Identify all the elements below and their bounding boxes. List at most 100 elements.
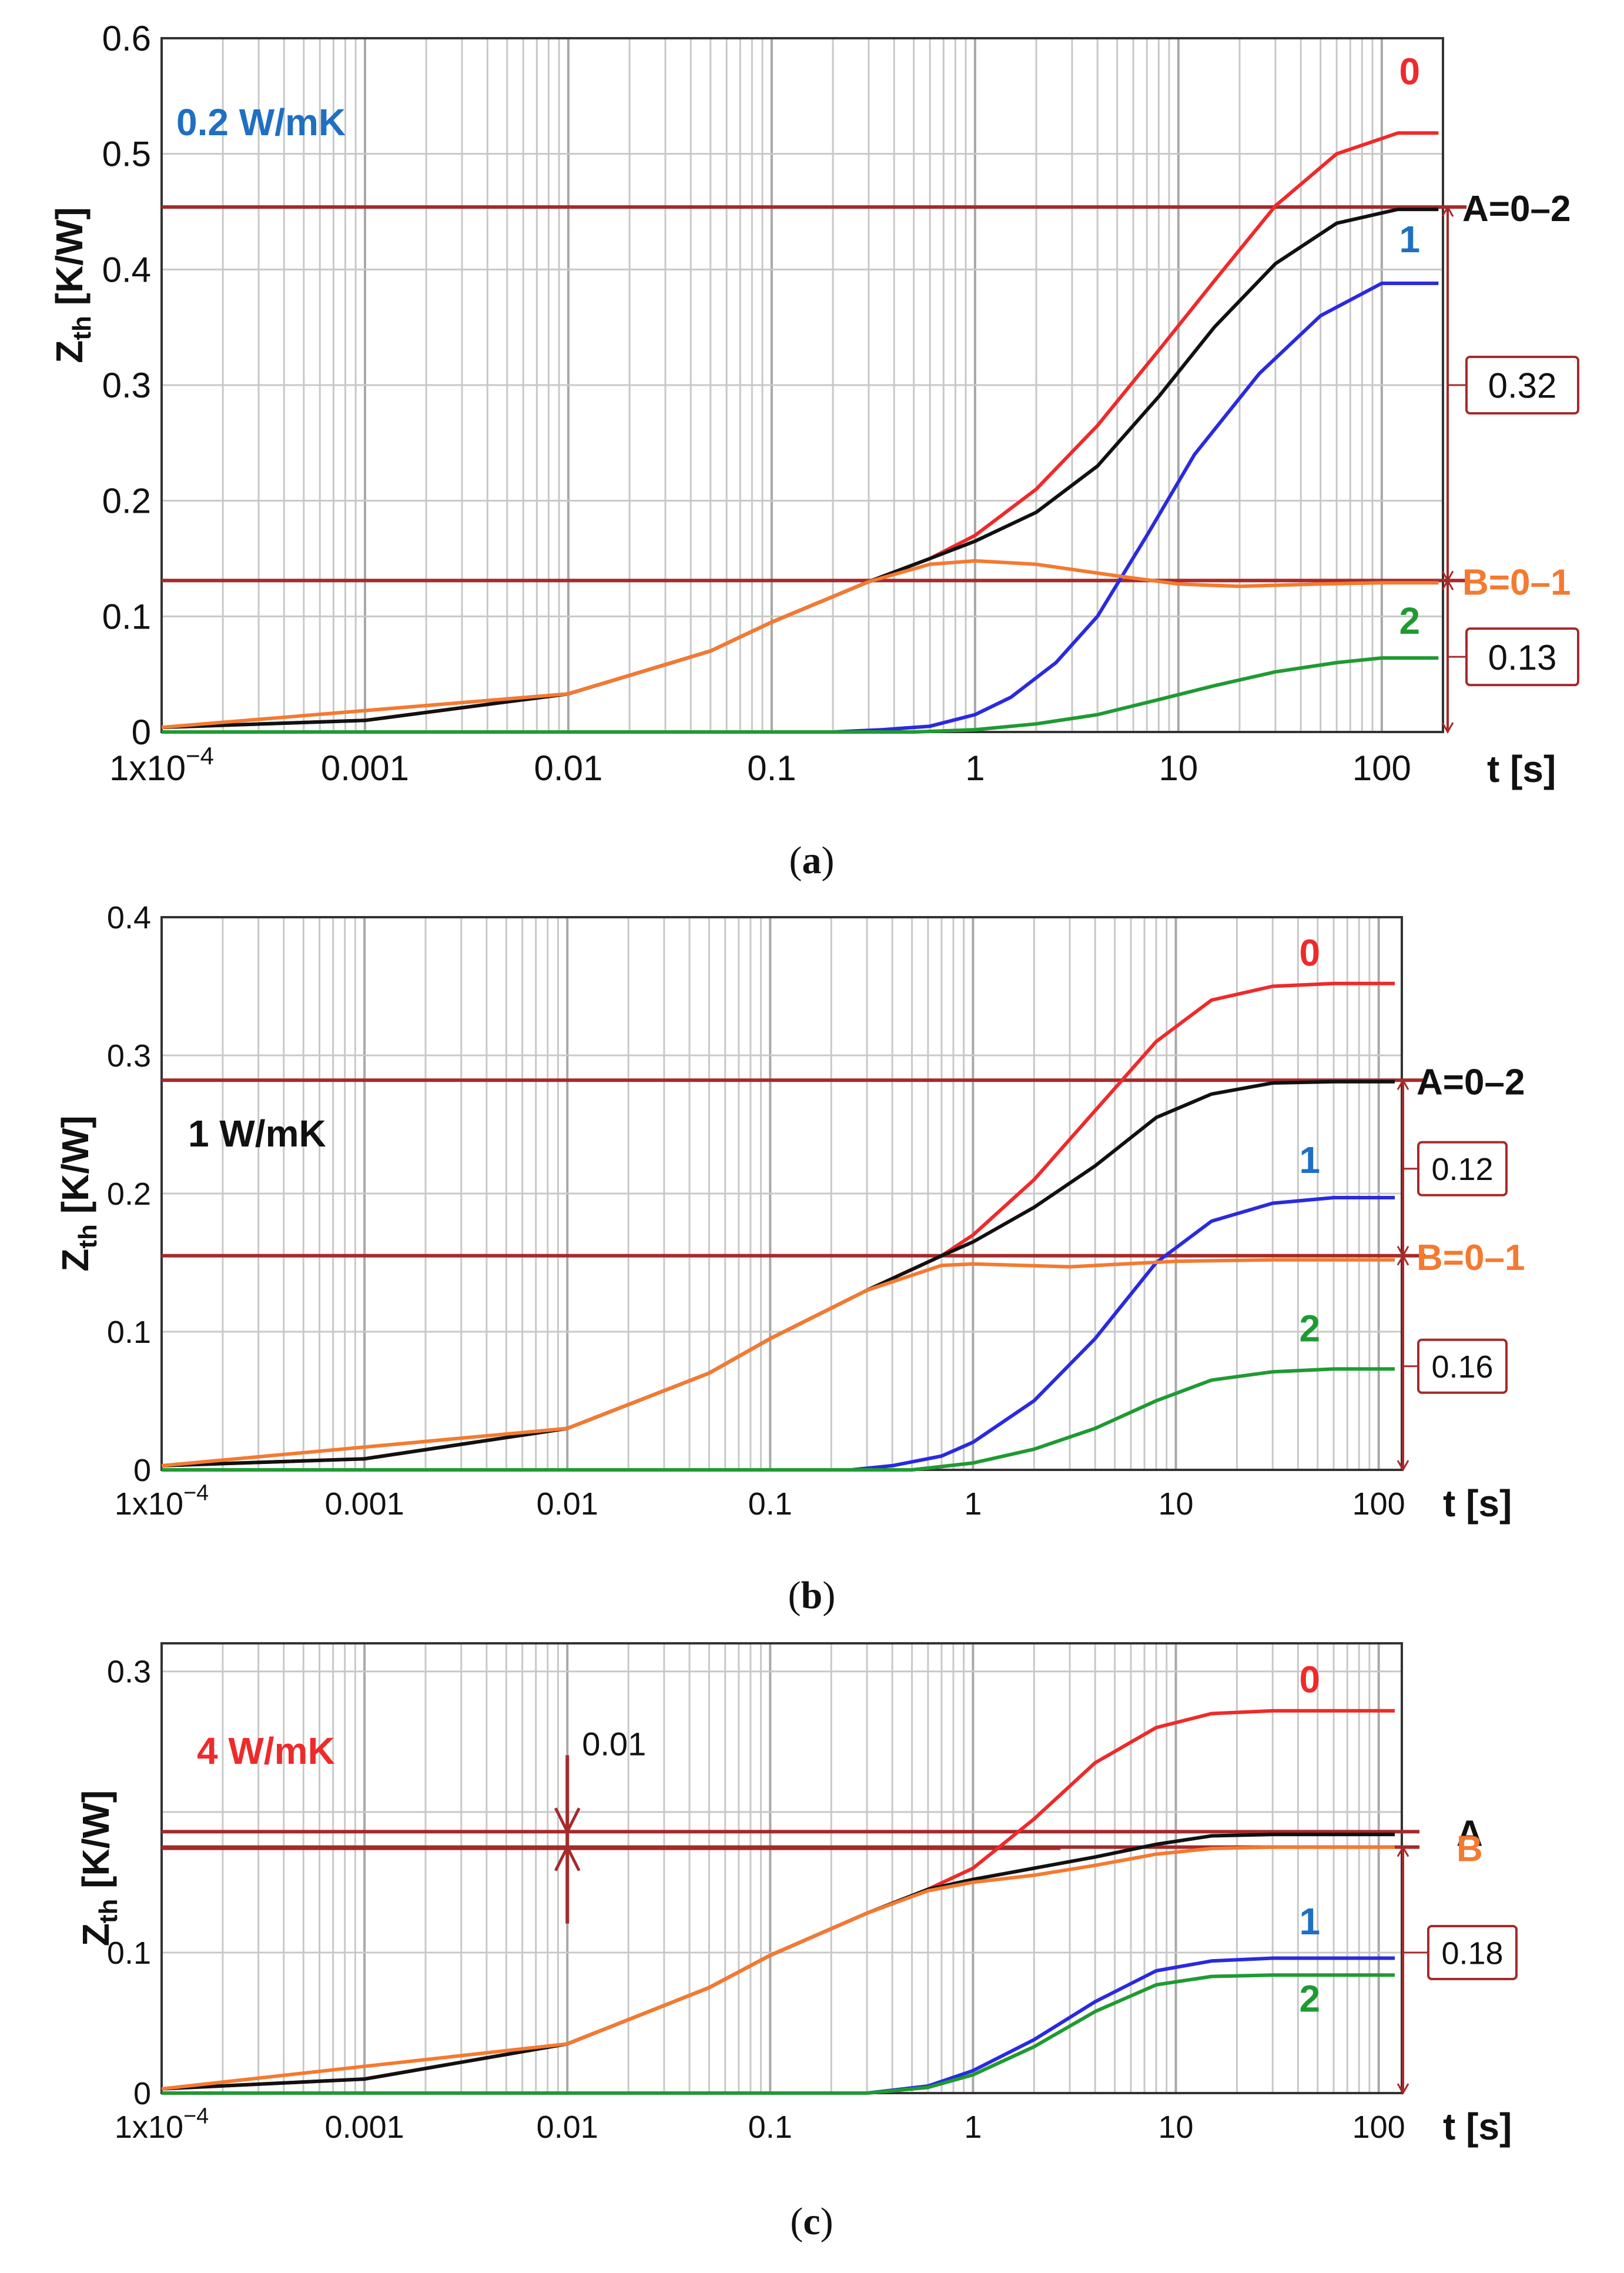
x-tick-label: 100 [1352, 748, 1411, 788]
x-tick-label: 100 [1352, 2110, 1405, 2145]
y-tick-label: 0 [133, 2076, 151, 2111]
series-line-0 [161, 1709, 1395, 2091]
level-label-A: A=0–2 [1417, 1062, 1525, 1102]
series-label-0: 0 [1399, 51, 1420, 93]
chart-panel-b: 1x10−4 0.001 0.01 0.1 1 10 100 0 0.1 0.2 0.3 0.4 0 1 2… [54, 900, 1525, 1617]
bracket-value: 0.18 [1441, 1936, 1503, 1971]
x-tick-label: 10 [1159, 748, 1198, 788]
series-line-1 [162, 1196, 1395, 1472]
y-tick-label: 0.3 [107, 1654, 151, 1690]
level-label-A: A [1456, 1813, 1483, 1854]
y-tick-label: 0.4 [102, 250, 151, 289]
y-tick-label: 0.1 [102, 597, 151, 636]
y-tick-label: 0.1 [107, 1315, 151, 1350]
series-label-1: 1 [1300, 1139, 1321, 1181]
bracket-value: 0.13 [1488, 638, 1557, 677]
y-tick-label: 0.4 [107, 900, 151, 935]
y-axis-label-subscript: th [68, 316, 96, 340]
material-label: 1 W/mK [188, 1112, 326, 1155]
x-tick-label: 0.01 [537, 2110, 598, 2145]
panel-caption: (b) [788, 1574, 836, 1617]
x-tick-superscript: −4 [183, 1481, 209, 1506]
y-tick-label: 0 [132, 713, 151, 752]
chart-panel-a: 1x10−4 0.001 0.01 0.1 1 10 10000.10.20.30.40.5… [48, 19, 1579, 882]
x-tick-label: 1x10−4 [115, 2104, 209, 2145]
panel-caption-letter: c [803, 2200, 820, 2243]
series-line-1 [162, 281, 1439, 734]
y-axis-label: Zth [K/W] [75, 1790, 123, 1946]
x-tick-label: 0.01 [534, 748, 603, 788]
bracket-arrow-bottom [1397, 1460, 1409, 1472]
x-tick-label: 1 [964, 1486, 982, 1522]
annotation-arrow-up [554, 1844, 581, 1871]
bracket-arrow-top [1397, 1845, 1409, 1857]
level-label-A: A=0–2 [1462, 189, 1571, 229]
series-line-0 [161, 131, 1439, 730]
series-label-2: 2 [1300, 1977, 1321, 2020]
x-tick-label: 0.001 [321, 748, 409, 788]
y-tick-label: 0.5 [102, 135, 151, 174]
bracket-arrow-bottom [1441, 722, 1454, 734]
series-label-0: 0 [1300, 1659, 1321, 1701]
bracket-value: 0.16 [1431, 1349, 1493, 1385]
series-label-2: 2 [1300, 1307, 1321, 1349]
annotation-label: 0.01 [582, 1725, 646, 1762]
series-line-A02 [161, 1079, 1395, 1468]
annotation-arrow-down [554, 1807, 581, 1835]
x-tick-label: 0.001 [325, 1486, 404, 1522]
panel-caption-letter: a [802, 839, 822, 882]
y-tick-label: 0.3 [102, 366, 151, 405]
x-tick-label: 1x10−4 [109, 742, 214, 788]
x-tick-label: 0.001 [325, 2110, 404, 2145]
x-tick-label: 1 [965, 748, 985, 788]
bracket-arrow-top [1441, 205, 1454, 217]
series-line-B01 [161, 559, 1439, 730]
x-tick-superscript: −4 [186, 742, 214, 770]
x-tick-label: 10 [1158, 1486, 1194, 1522]
series-line-B [161, 1845, 1395, 2091]
level-label-B: B=0–1 [1417, 1238, 1525, 1278]
x-tick-label: 1 [964, 2110, 982, 2145]
series-label-1: 1 [1399, 218, 1420, 260]
panel-caption: (a) [789, 839, 835, 882]
bracket-arrow-top [1441, 579, 1454, 591]
series-label-2: 2 [1399, 600, 1420, 642]
bracket-value: 0.32 [1488, 366, 1557, 406]
y-tick-label: 0.2 [107, 1176, 151, 1212]
x-tick-label: 1x10−4 [115, 1481, 209, 1522]
plot-frame [160, 1642, 1403, 2094]
series-line-2 [162, 1367, 1395, 1472]
bracket-arrow-top [1397, 1254, 1409, 1266]
y-axis-label: Zth [K/W] [54, 1115, 102, 1271]
y-tick-label: 0.2 [102, 482, 151, 521]
y-tick-label: 0.3 [107, 1038, 151, 1074]
x-axis-label: t [s] [1443, 2105, 1512, 2148]
series-line-2 [162, 1973, 1395, 2095]
level-label-B: B [1456, 1829, 1483, 1870]
y-tick-label: 0.6 [102, 19, 151, 58]
panel-caption-letter: b [801, 1574, 823, 1617]
series-line-2 [162, 656, 1439, 734]
x-tick-label: 0.1 [747, 748, 796, 788]
panel-caption: (c) [790, 2200, 833, 2243]
y-axis-label-subscript: th [94, 1899, 123, 1924]
y-axis-label-subscript: th [73, 1224, 102, 1249]
x-axis-label: t [s] [1443, 1482, 1512, 1525]
y-tick-label: 0.1 [107, 1936, 151, 1971]
material-label: 0.2 W/mK [176, 101, 346, 143]
bracket-arrow-top [1397, 1078, 1409, 1091]
x-tick-superscript: −4 [183, 2104, 209, 2129]
bracket-value: 0.12 [1431, 1152, 1493, 1187]
series-label-1: 1 [1300, 1900, 1321, 1943]
x-tick-label: 100 [1352, 1486, 1405, 1522]
series-line-B01 [161, 1258, 1395, 1468]
x-axis-label: t [s] [1487, 748, 1556, 790]
y-axis-label: Zth [K/W] [48, 207, 96, 363]
x-tick-label: 0.01 [537, 1486, 598, 1522]
material-label: 4 W/mK [197, 1730, 335, 1772]
level-label-B: B=0–1 [1462, 562, 1571, 603]
y-tick-label: 0 [133, 1453, 151, 1488]
y-axis-label-unit: [K/W] [75, 1790, 117, 1899]
series-line-A02 [161, 208, 1439, 730]
